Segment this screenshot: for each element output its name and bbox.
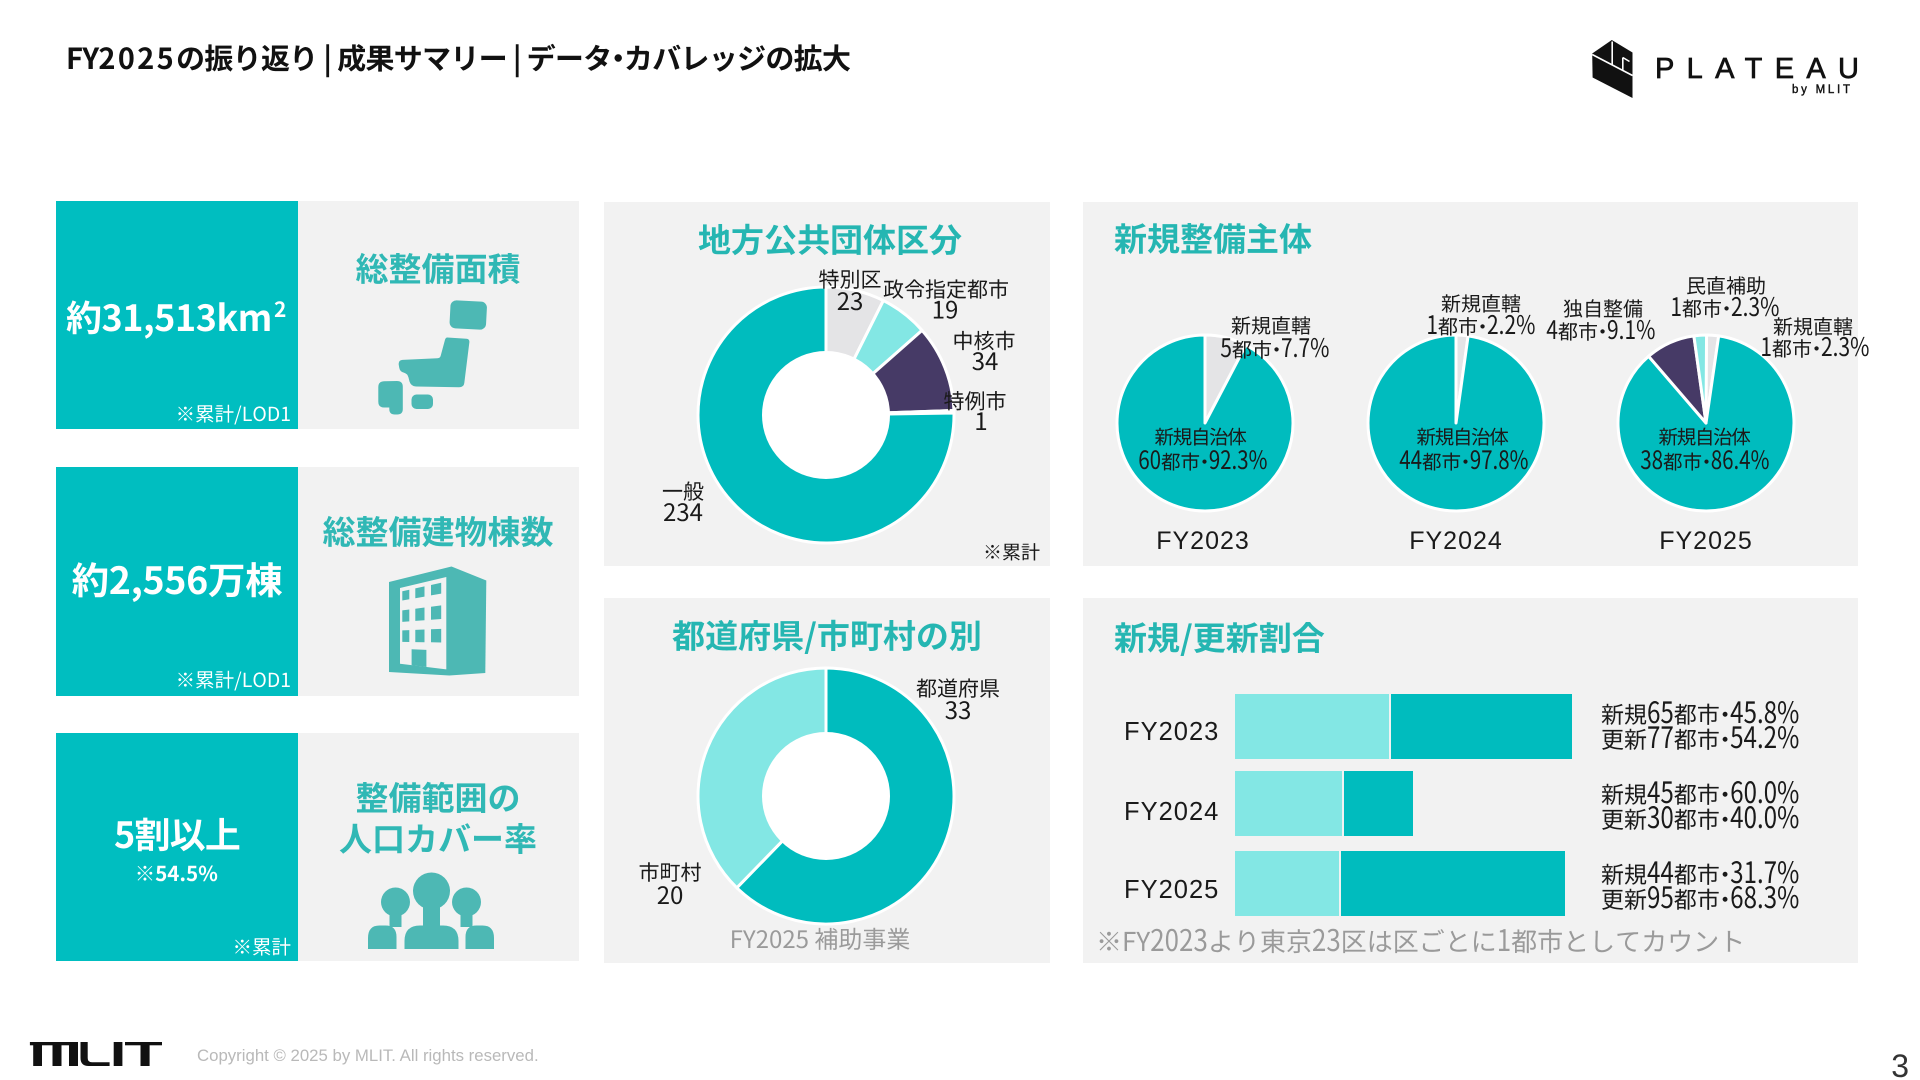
svg-text:PLATEAU: PLATEAU <box>1655 53 1859 85</box>
svg-text:by MLIT: by MLIT <box>1792 84 1850 96</box>
svg-text:FY2024: FY2024 <box>1409 527 1503 555</box>
svg-text:FY2023: FY2023 <box>1156 527 1250 555</box>
svg-text:FY2024: FY2024 <box>1124 798 1219 826</box>
svg-text:FY2023: FY2023 <box>1124 718 1219 746</box>
svg-text:Copyright © 2025 by MLIT. All: Copyright © 2025 by MLIT. All rights res… <box>197 1046 539 1065</box>
svg-text:FY2025: FY2025 <box>1659 527 1753 555</box>
svg-text:3: 3 <box>1891 1048 1909 1080</box>
svg-text:FY2025: FY2025 <box>1124 876 1219 904</box>
